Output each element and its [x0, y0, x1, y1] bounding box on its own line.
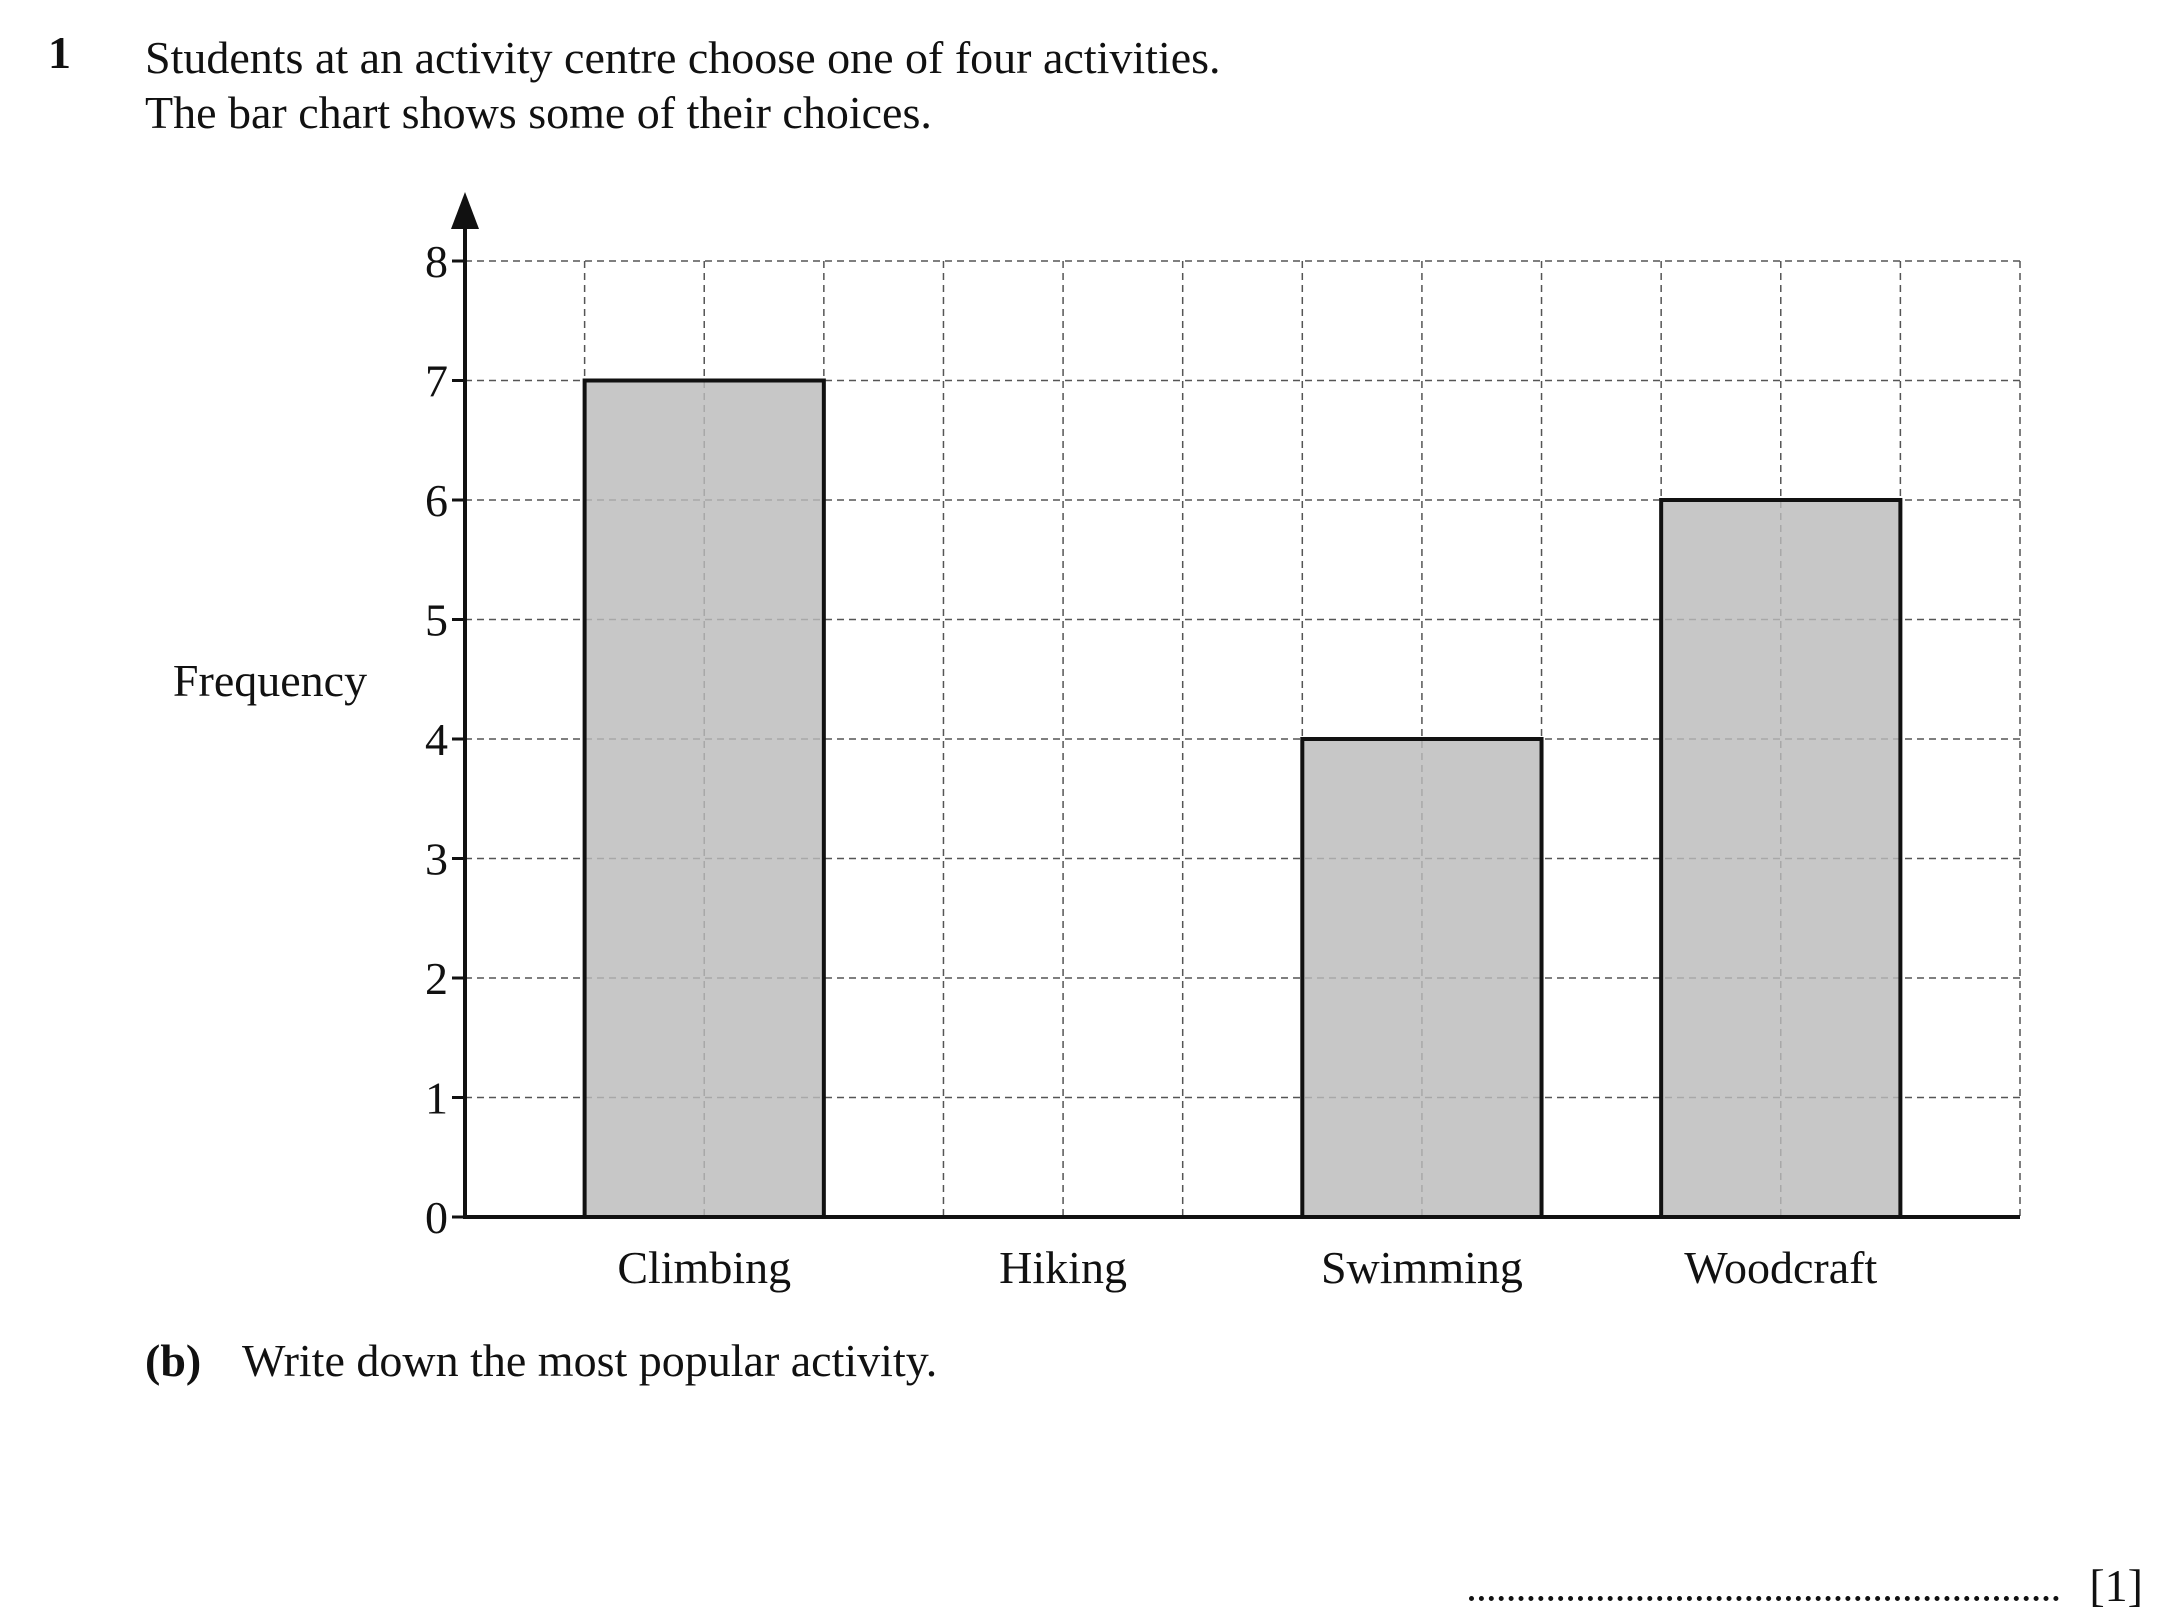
part-b-label: (b): [145, 1335, 202, 1386]
bar: [582, 378, 826, 1219]
question-stem: Students at an activity centre choose on…: [145, 30, 1221, 140]
question-number: 1: [48, 27, 71, 78]
y-axis-label: Frequency: [173, 655, 367, 706]
y-tick-label: 3: [425, 834, 448, 885]
y-tick-label: 1: [425, 1073, 448, 1124]
stem-line-1: Students at an activity centre choose on…: [145, 32, 1221, 83]
bar: [1300, 737, 1544, 1219]
y-tick-label: 6: [425, 475, 448, 526]
part-b-text: Write down the most popular activity.: [242, 1335, 938, 1386]
part-b: (b) Write down the most popular activity.: [145, 1338, 937, 1384]
y-axis-arrow-icon: [451, 192, 479, 229]
x-tick-label: Swimming: [1321, 1242, 1523, 1293]
bar: [1659, 498, 1903, 1219]
y-tick-label: 5: [425, 595, 448, 646]
x-tick-label: Hiking: [999, 1242, 1127, 1293]
answer-line: [1]: [1469, 1563, 2143, 1609]
chart-labels: Climbing Hiking Swimming Woodcraft 0 1 2 3 4 5 6 7 8: [425, 236, 1877, 1293]
stem-line-2: The bar chart shows some of their choice…: [145, 87, 932, 138]
answer-blank[interactable]: [1469, 1596, 2060, 1601]
chart-axes: [451, 192, 2020, 1219]
y-tick-label: 8: [425, 236, 448, 287]
marks-label: [1]: [2089, 1560, 2143, 1611]
x-tick-label: Woodcraft: [1684, 1242, 1877, 1293]
y-tick-label: 7: [425, 356, 448, 407]
chart-bars: [582, 378, 1903, 1219]
y-tick-label: 4: [425, 714, 448, 765]
y-tick-label: 0: [425, 1192, 448, 1243]
y-tick-label: 2: [425, 953, 448, 1004]
x-tick-label: Climbing: [617, 1242, 791, 1293]
